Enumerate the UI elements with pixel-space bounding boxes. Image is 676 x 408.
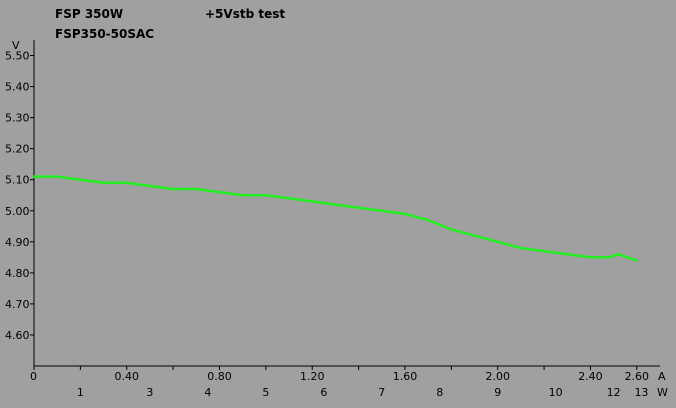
x2-tick-label: 7 [378,386,385,399]
x2-axis-unit: W [657,386,668,399]
x2-tick-label: 13 [634,386,648,399]
series-group [32,175,639,262]
x-axis-unit: A [658,370,666,383]
x2-tick-label: 5 [262,386,269,399]
x2-tick-label: 8 [436,386,443,399]
x-tick-label: 2.00 [485,370,510,383]
chart-title: +5Vstb test [205,7,285,21]
axes [33,40,660,367]
x-tick-label: 1.60 [393,370,418,383]
y-tick-label: 5.50 [5,50,30,63]
y-axis-ticks: 4.60 4.70 4.80 4.90 5.00 5.10 5.20 5.30 5.40 5.50 [5,50,34,342]
y-tick-label: 5.10 [5,174,30,187]
chart-model-label: FSP 350W [55,7,123,21]
x2-tick-label: 6 [320,386,327,399]
x-tick-label: 2.60 [625,370,650,383]
y-tick-label: 5.20 [5,143,30,156]
x-tick-label: 0.40 [114,370,139,383]
chart-part-number: FSP350-50SAC [55,27,154,41]
x-tick-label: 0.80 [207,370,232,383]
series-line [32,175,639,262]
y-axis-unit: V [12,39,20,52]
y-tick-label: 4.70 [5,298,30,311]
x2-axis-ticks: 1 3 4 5 6 7 8 9 10 12 13 [77,386,649,399]
x-axis-ticks: 0 0.40 0.80 1.20 1.60 2.00 2.40 2.60 [30,366,649,383]
x-tick-label: 0 [30,370,37,383]
y-tick-label: 4.90 [5,236,30,249]
y-tick-label: 5.40 [5,81,30,94]
x2-tick-label: 12 [607,386,621,399]
x2-tick-label: 4 [204,386,211,399]
x2-tick-label: 10 [549,386,563,399]
x2-tick-label: 3 [146,386,153,399]
x2-tick-label: 1 [77,386,84,399]
y-tick-label: 5.30 [5,112,30,125]
x2-tick-label: 9 [494,386,501,399]
x-tick-label: 1.20 [300,370,325,383]
x-tick-label: 2.40 [578,370,603,383]
y-tick-label: 4.80 [5,267,30,280]
y-tick-label: 5.00 [5,205,30,218]
y-tick-label: 4.60 [5,329,30,342]
